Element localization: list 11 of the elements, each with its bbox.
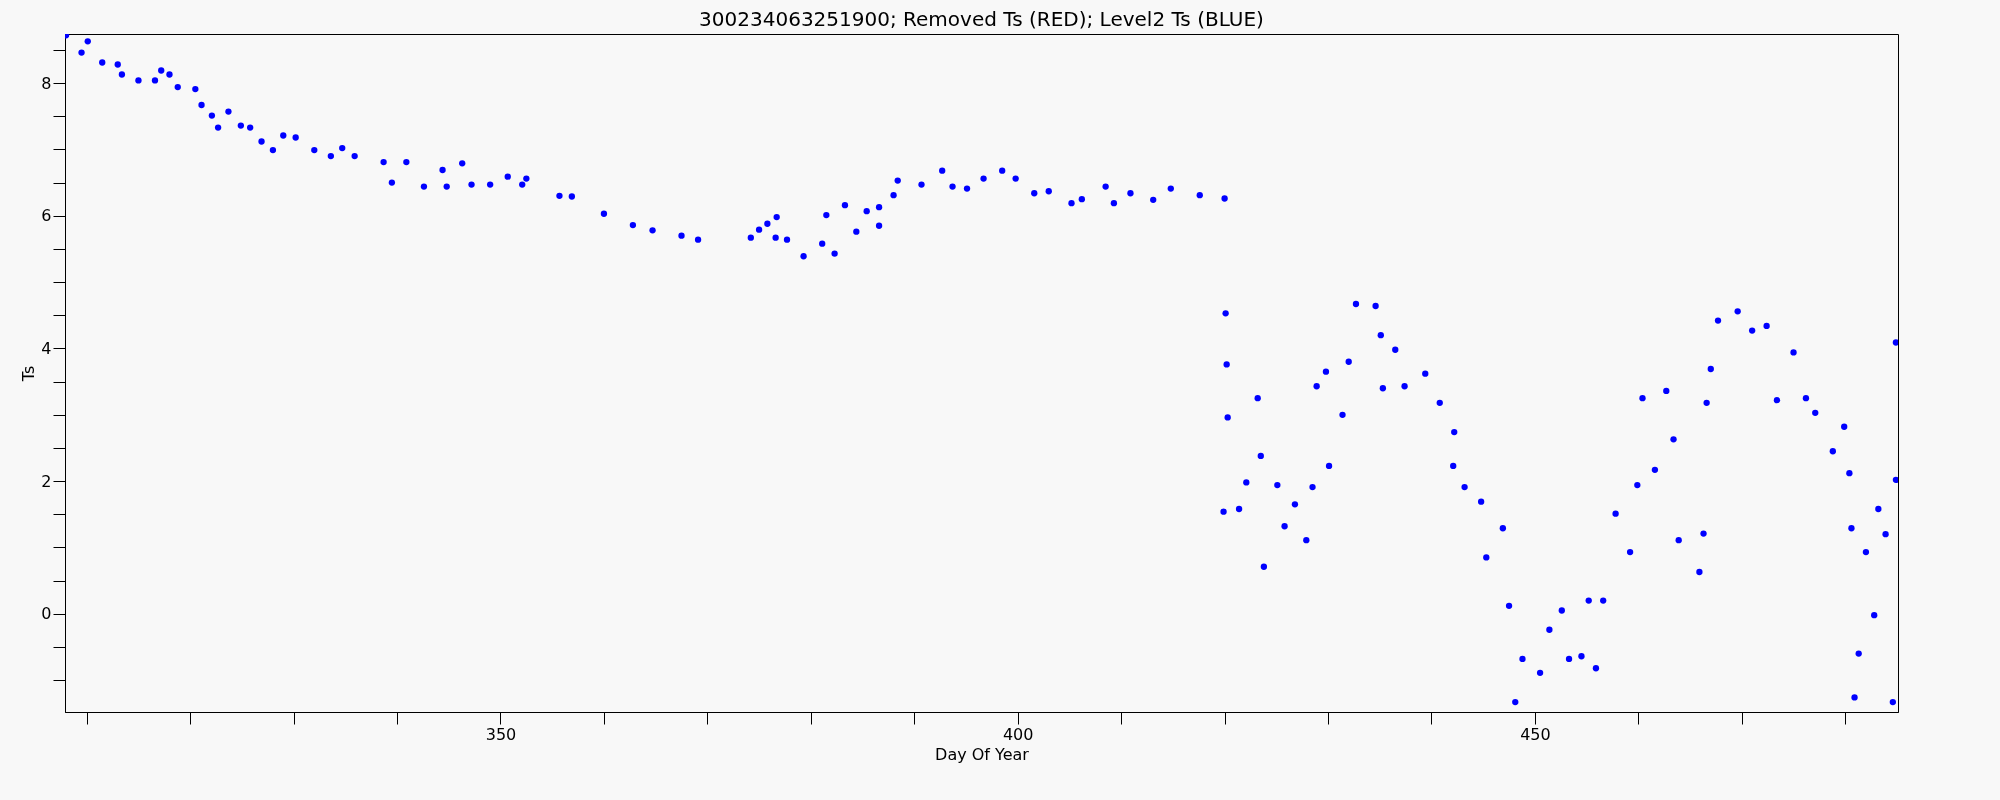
y-tick-label: 6 — [41, 206, 52, 226]
y-axis-title: Ts — [19, 365, 39, 383]
x-tick-label: 350 — [485, 724, 517, 744]
x-tick-label: 450 — [1520, 724, 1551, 744]
y-tick-label: 2 — [41, 471, 52, 491]
x-tick-label: 400 — [1002, 724, 1034, 744]
chart-title: 300234063251900; Removed Ts (RED); Level2 Ts (BLUE) — [699, 7, 1264, 31]
y-tick-label: 8 — [41, 73, 52, 93]
x-axis-title: Day Of Year — [935, 744, 1030, 764]
y-tick-label: 4 — [41, 338, 52, 358]
y-tick-label: 0 — [41, 604, 52, 624]
